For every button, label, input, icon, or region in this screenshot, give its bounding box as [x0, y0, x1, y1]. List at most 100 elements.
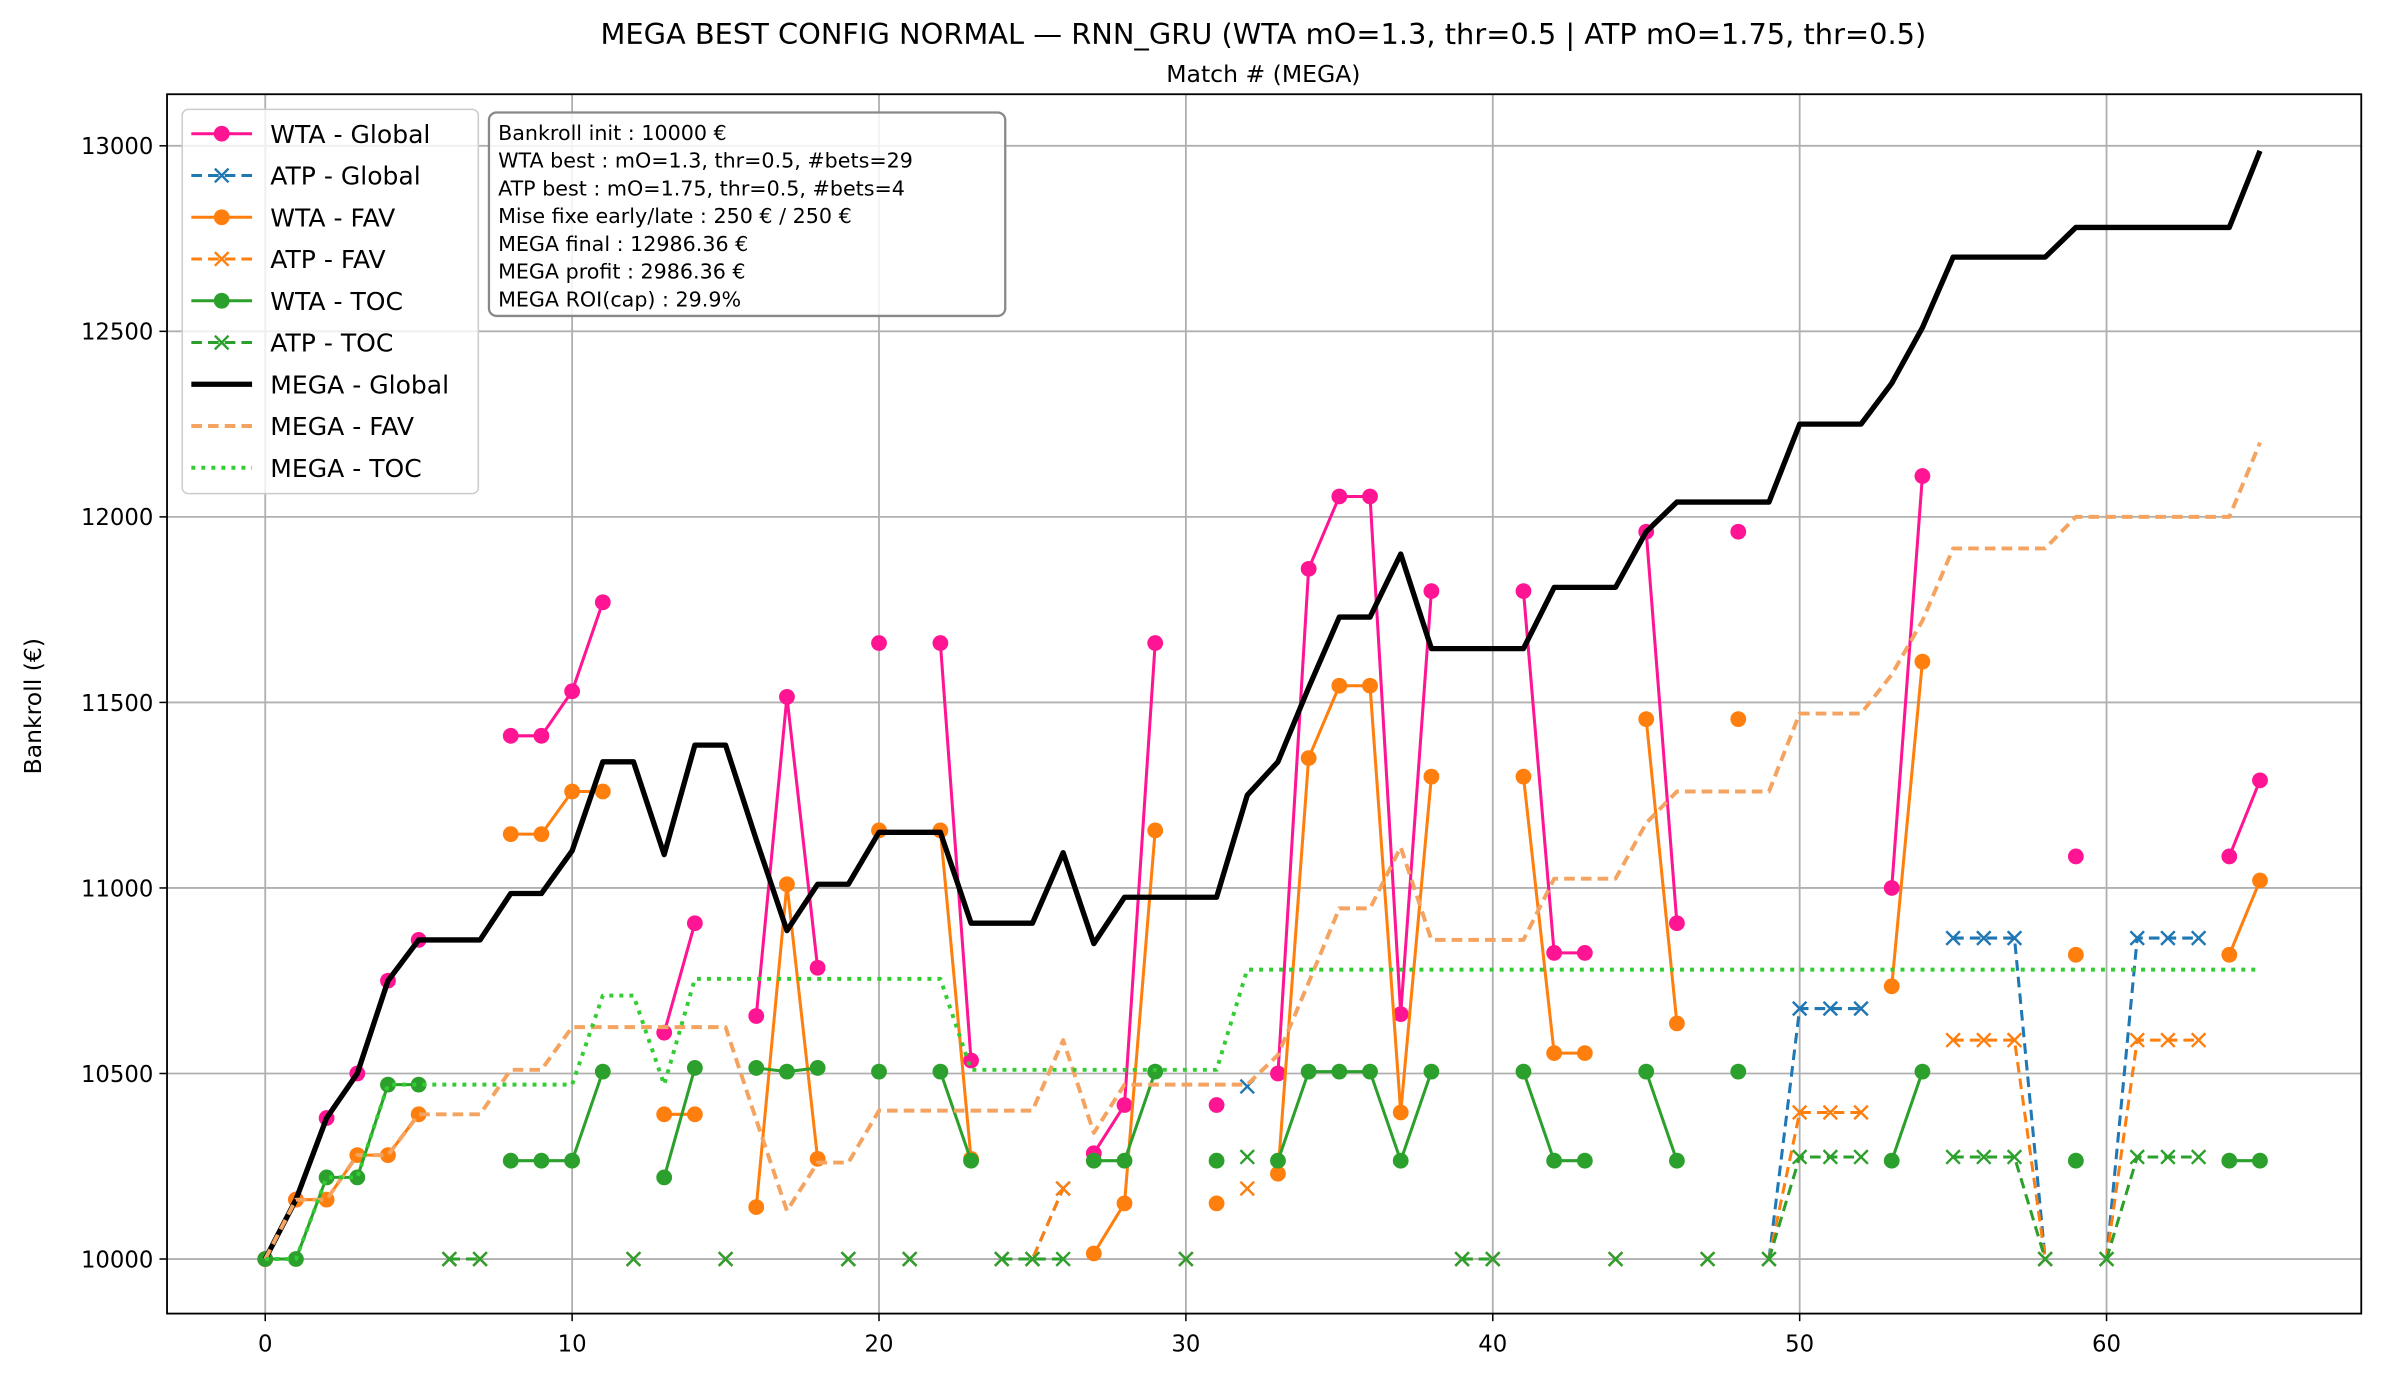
y-tick-label: 13000	[81, 134, 153, 160]
wta-global-point	[2221, 848, 2238, 865]
wta-global-point	[2252, 772, 2268, 789]
x-marker-icon	[1853, 1000, 1869, 1017]
wta-fav-line	[2227, 879, 2262, 956]
wta-fav-point	[410, 1106, 427, 1123]
wta-global-point	[1331, 488, 1348, 505]
wta-toc-point	[2252, 1152, 2268, 1169]
series-mega-toc	[265, 967, 2260, 1262]
wta-global-line	[1890, 475, 1924, 889]
wta-toc-line	[1890, 1071, 1924, 1162]
wta-toc-point	[656, 1169, 673, 1186]
x-marker-icon	[1976, 1149, 1992, 1165]
atp-fav-point	[1853, 1104, 1869, 1121]
mega-fav-line	[263, 441, 2262, 1260]
x-marker-icon	[1024, 1251, 1041, 1267]
wta-toc-point	[1638, 1063, 1655, 1080]
x-tick-label: 20	[865, 1332, 894, 1358]
atp-toc-point	[1607, 1251, 1624, 1267]
wta-toc-point	[932, 1063, 949, 1080]
wta-toc-point	[2221, 1152, 2238, 1169]
legend-item-mega-toc: MEGA - TOC	[191, 454, 422, 483]
wta-toc-point	[410, 1076, 427, 1093]
wta-global-point	[1147, 635, 1164, 651]
wta-fav-point	[1730, 711, 1747, 728]
atp-toc-point	[2129, 1149, 2145, 1165]
atp-fav-line	[1953, 1038, 2047, 1260]
atp-toc-point	[625, 1251, 642, 1267]
atp-toc-point	[2098, 1251, 2115, 1267]
x-marker-icon	[2129, 930, 2145, 946]
wta-global-point	[748, 1008, 765, 1024]
wta-global-point	[1270, 1065, 1286, 1082]
legend-label: ATP - TOC	[270, 329, 393, 358]
legend: WTA - Global ATP - Global WTA - FAV ATP - F…	[181, 108, 480, 495]
wta-toc-point	[1392, 1152, 1409, 1169]
wta-toc-point	[380, 1076, 396, 1093]
legend-point	[214, 334, 230, 351]
y-tick-label: 11500	[81, 691, 153, 717]
atp-fav-point	[1055, 1180, 1071, 1197]
info-line: WTA best : mO=1.3, thr=0.5, #bets=29	[498, 149, 913, 173]
wta-fav-point	[1669, 1015, 1685, 1032]
atp-toc-line	[2105, 1155, 2199, 1260]
series-mega-global	[262, 149, 2263, 1261]
wta-global-point	[533, 727, 550, 744]
atp-toc-line	[1767, 1155, 1862, 1260]
wta-global-line	[1276, 494, 1433, 1074]
info-line: MEGA profit : 2986.36 €	[498, 260, 746, 284]
atp-toc-point	[2037, 1251, 2053, 1267]
wta-fav-point	[1392, 1104, 1409, 1121]
x-marker-icon	[1699, 1251, 1716, 1267]
wta-fav-point	[1638, 711, 1655, 728]
atp-toc-point	[717, 1251, 734, 1267]
x-marker-icon	[2190, 1032, 2207, 1048]
wta-global-point	[1576, 945, 1593, 961]
chart-subtitle: Match # (MEGA)	[1166, 60, 1360, 88]
legend-point	[214, 167, 230, 184]
x-marker-icon	[1822, 1000, 1839, 1017]
y-axis-label: Bankroll (€)	[19, 638, 47, 774]
wta-global-point	[932, 635, 949, 651]
wta-global-point	[686, 915, 703, 932]
series-atp-toc	[441, 1149, 2207, 1267]
wta-fav-point	[533, 826, 550, 843]
wta-fav-point	[1331, 677, 1348, 694]
x-marker-icon	[1945, 930, 1961, 946]
wta-fav-point	[1116, 1195, 1133, 1212]
wta-toc-line	[1276, 1070, 1433, 1163]
legend-point	[213, 292, 230, 309]
wta-global-point	[564, 683, 581, 700]
atp-fav-point	[1976, 1032, 1992, 1048]
plot-area	[257, 149, 2268, 1267]
x-marker-icon	[441, 1251, 458, 1267]
wta-global-point	[1362, 488, 1378, 505]
x-marker-icon	[1945, 1032, 1961, 1048]
wta-toc-point	[533, 1152, 550, 1169]
wta-toc-point	[779, 1063, 795, 1080]
info-line: MEGA final : 12986.36 €	[498, 232, 748, 256]
wta-fav-point	[1576, 1045, 1593, 1061]
wta-fav-line	[510, 789, 603, 836]
x-marker-icon	[1822, 1104, 1839, 1121]
wta-toc-point	[1362, 1063, 1378, 1080]
wta-fav-point	[502, 826, 519, 843]
axes-frame	[166, 93, 2363, 1315]
mega-toc-line	[265, 967, 2260, 1262]
atp-global-point	[1976, 930, 1992, 946]
wta-toc-line	[938, 1071, 973, 1162]
wta-toc-point	[1576, 1152, 1593, 1169]
legend-label: WTA - FAV	[270, 203, 395, 232]
x-marker-icon	[2129, 1149, 2145, 1165]
axis-ticks: 0 10 20 30 40 50 60 10000 10500 11000 11500 12000 12…	[81, 134, 2121, 1357]
atp-toc-point	[1239, 1149, 1255, 1165]
wta-toc-point	[502, 1152, 519, 1169]
atp-global-point	[1791, 1000, 1808, 1017]
wta-fav-point	[686, 1106, 703, 1123]
wta-global-point	[1883, 880, 1900, 896]
wta-global-point	[1116, 1097, 1133, 1113]
legend-label: MEGA - FAV	[270, 412, 414, 441]
wta-toc-point	[1730, 1063, 1747, 1080]
x-tick-label: 10	[558, 1332, 587, 1358]
wta-global-point	[809, 959, 826, 976]
x-marker-icon	[1239, 1180, 1255, 1197]
